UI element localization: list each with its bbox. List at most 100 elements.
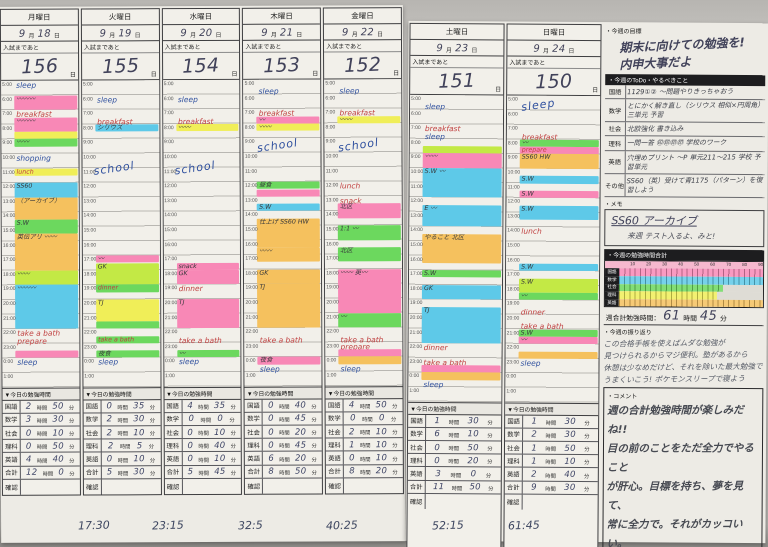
hours-unit: 時間 <box>198 470 210 477</box>
study-time-row: 理科 2 時間 5 分 <box>83 439 161 453</box>
hour-label: 1:00 <box>84 373 94 380</box>
hour-label: 5:00 <box>325 80 336 87</box>
hour-label: 5:00 <box>411 95 421 102</box>
hours-value: 0 <box>187 427 194 438</box>
minutes-value: 50 <box>467 442 479 453</box>
study-time-row: 社会 0 時間 10 分 <box>2 426 80 441</box>
hour-label: 18:00 <box>2 271 16 278</box>
hours-unit: 時間 <box>36 431 48 438</box>
hours-unit: 時間 <box>362 417 373 424</box>
schedule-hour-row: 1:00 <box>326 371 403 386</box>
schedule-block: 〰〰 <box>257 247 321 263</box>
schedule-block: dinner <box>423 343 448 353</box>
hours-value: 2 <box>348 426 355 438</box>
hour-label: 21:00 <box>409 329 423 336</box>
schedule-block <box>338 356 402 365</box>
minutes-unit: 分 <box>487 420 493 427</box>
minutes-value: 10 <box>467 429 479 440</box>
subject-label: 数学 <box>2 413 21 426</box>
minutes-value: 10 <box>52 428 64 439</box>
study-time-value: 0 時間 40 分 <box>182 441 241 452</box>
hours-unit: 時間 <box>36 458 48 465</box>
hour-label: 11:00 <box>507 184 520 191</box>
study-time-value: 1 時間 30 分 <box>523 417 598 428</box>
minutes-value: 10 <box>375 440 388 451</box>
study-time-value: 4 時間 35 分 <box>182 401 241 412</box>
minutes-value: 40 <box>52 454 65 465</box>
hour-label: 7:00 <box>2 111 13 118</box>
schedule-block: breakfast <box>177 116 214 126</box>
hours-value: 2 <box>25 402 32 413</box>
day-unit: 日 <box>215 32 222 39</box>
schedule-block: snack <box>176 262 240 270</box>
weekly-reflection: ・今週の振り返り この合格手帳を使えばムダな勉強が 見つけられるからマジ便利。塾… <box>603 327 763 385</box>
hour-label: 16:00 <box>410 256 423 263</box>
countdown-days-value: 155 <box>101 54 140 79</box>
study-time-row: 社会 0 時間 20 分 <box>245 425 322 439</box>
minutes-unit: 分 <box>69 444 75 451</box>
schedule-block: GK <box>176 269 240 285</box>
study-time-table: 国語 1 時間 30 分数学 2 時間 30 分社会 1 時間 50 分理科 1 時間 10 分英語 2 時間 40 分… <box>504 415 599 495</box>
schedule-block: sleep <box>97 94 118 105</box>
schedule-block: breakfast <box>258 108 295 118</box>
hour-label: 18:00 <box>164 270 178 277</box>
minutes-value: 45 <box>294 440 307 451</box>
chart-row-label: 理科 <box>604 291 619 299</box>
hour-label: 7:00 <box>325 109 336 116</box>
hours-unit: 時間 <box>448 459 459 466</box>
todo-handwritten-text: SS60（英）受けて青1175（パターン）を復習しよう <box>626 176 763 195</box>
schedule-block: TJ <box>421 306 501 344</box>
day-name-label: 火曜日 <box>81 9 159 26</box>
schedule-block: sleep <box>520 358 541 368</box>
day-unit: 日 <box>568 48 575 55</box>
month-unit: 月 <box>109 33 116 40</box>
chart-rows: 国語 数学 社会 理科 英語 <box>604 268 764 308</box>
hour-label: 5:00 <box>163 81 174 88</box>
hours-unit: 時間 <box>545 433 557 440</box>
hours-unit: 時間 <box>448 433 460 440</box>
study-time-value: 2 時間 10 分 <box>344 426 403 438</box>
minutes-value: 30 <box>467 416 480 427</box>
minutes-unit: 分 <box>311 430 317 437</box>
study-time-table: 国語 2 時間 50 分数学 3 時間 30 分社会 0 時間 10 分理科 0 時間 50 分英語 4 時間 40 分… <box>2 400 80 480</box>
minutes-unit: 分 <box>149 457 156 464</box>
study-time-value: 0 時間 10 分 <box>21 428 80 439</box>
schedule-block: dinner <box>95 284 159 293</box>
hour-label: 14:00 <box>164 212 177 219</box>
subject-label: 英語 <box>407 467 426 480</box>
hour-label: 5:00 <box>508 96 518 103</box>
hour-label: 12:00 <box>410 198 424 205</box>
study-time-header: ▼今日の勉強時間 <box>83 387 161 401</box>
minutes-value: 10 <box>133 427 145 438</box>
study-time-row: 国語 4 時間 50 分 <box>325 398 403 413</box>
study-time-row: 数学 2 時間 30 分 <box>505 428 599 443</box>
schedule-block: shopping <box>16 153 51 163</box>
hours-unit: 時間 <box>545 460 556 467</box>
hour-label: 13:00 <box>410 212 423 219</box>
minutes-unit: 分 <box>392 469 398 476</box>
schedule-block: 〰〰 <box>14 138 78 147</box>
hours-unit: 時間 <box>198 444 209 451</box>
schedule-block: （アーカイブ） <box>14 197 78 220</box>
hour-label: 0:00 <box>409 373 420 380</box>
hours-value: 1 <box>531 456 538 467</box>
study-time-row: 数学 2 時間 30 分 <box>83 412 161 427</box>
study-time-row: 合計 9 時間 30 分 <box>504 481 598 495</box>
hour-label: 15:00 <box>164 227 177 234</box>
weekly-goal-text: 期末に向けての勉強を! 内申大事だよ <box>605 35 765 72</box>
minutes-unit: 分 <box>584 447 590 454</box>
minutes-value: 30 <box>133 467 145 478</box>
day-column: 土曜日 9 月 23 日 入試まであと 151 日 5:00 6:00 7:00 8:… <box>406 22 505 547</box>
subject-label: 社会 <box>2 426 21 440</box>
study-time-header: ▼今日の勉強時間 <box>505 403 599 416</box>
hour-label: 11:00 <box>164 168 177 175</box>
hour-label: 16:00 <box>83 241 97 249</box>
hour-label: 17:00 <box>410 271 423 278</box>
check-label: 確認 <box>164 478 183 494</box>
minutes-unit: 分 <box>311 404 317 411</box>
schedule-block: 〰 <box>256 115 320 124</box>
schedule-block: 〰〰 <box>14 270 78 286</box>
schedule-block: やること 北区 <box>422 233 502 264</box>
schedule-block: school <box>173 158 217 178</box>
hours-value: 5 <box>187 467 194 478</box>
